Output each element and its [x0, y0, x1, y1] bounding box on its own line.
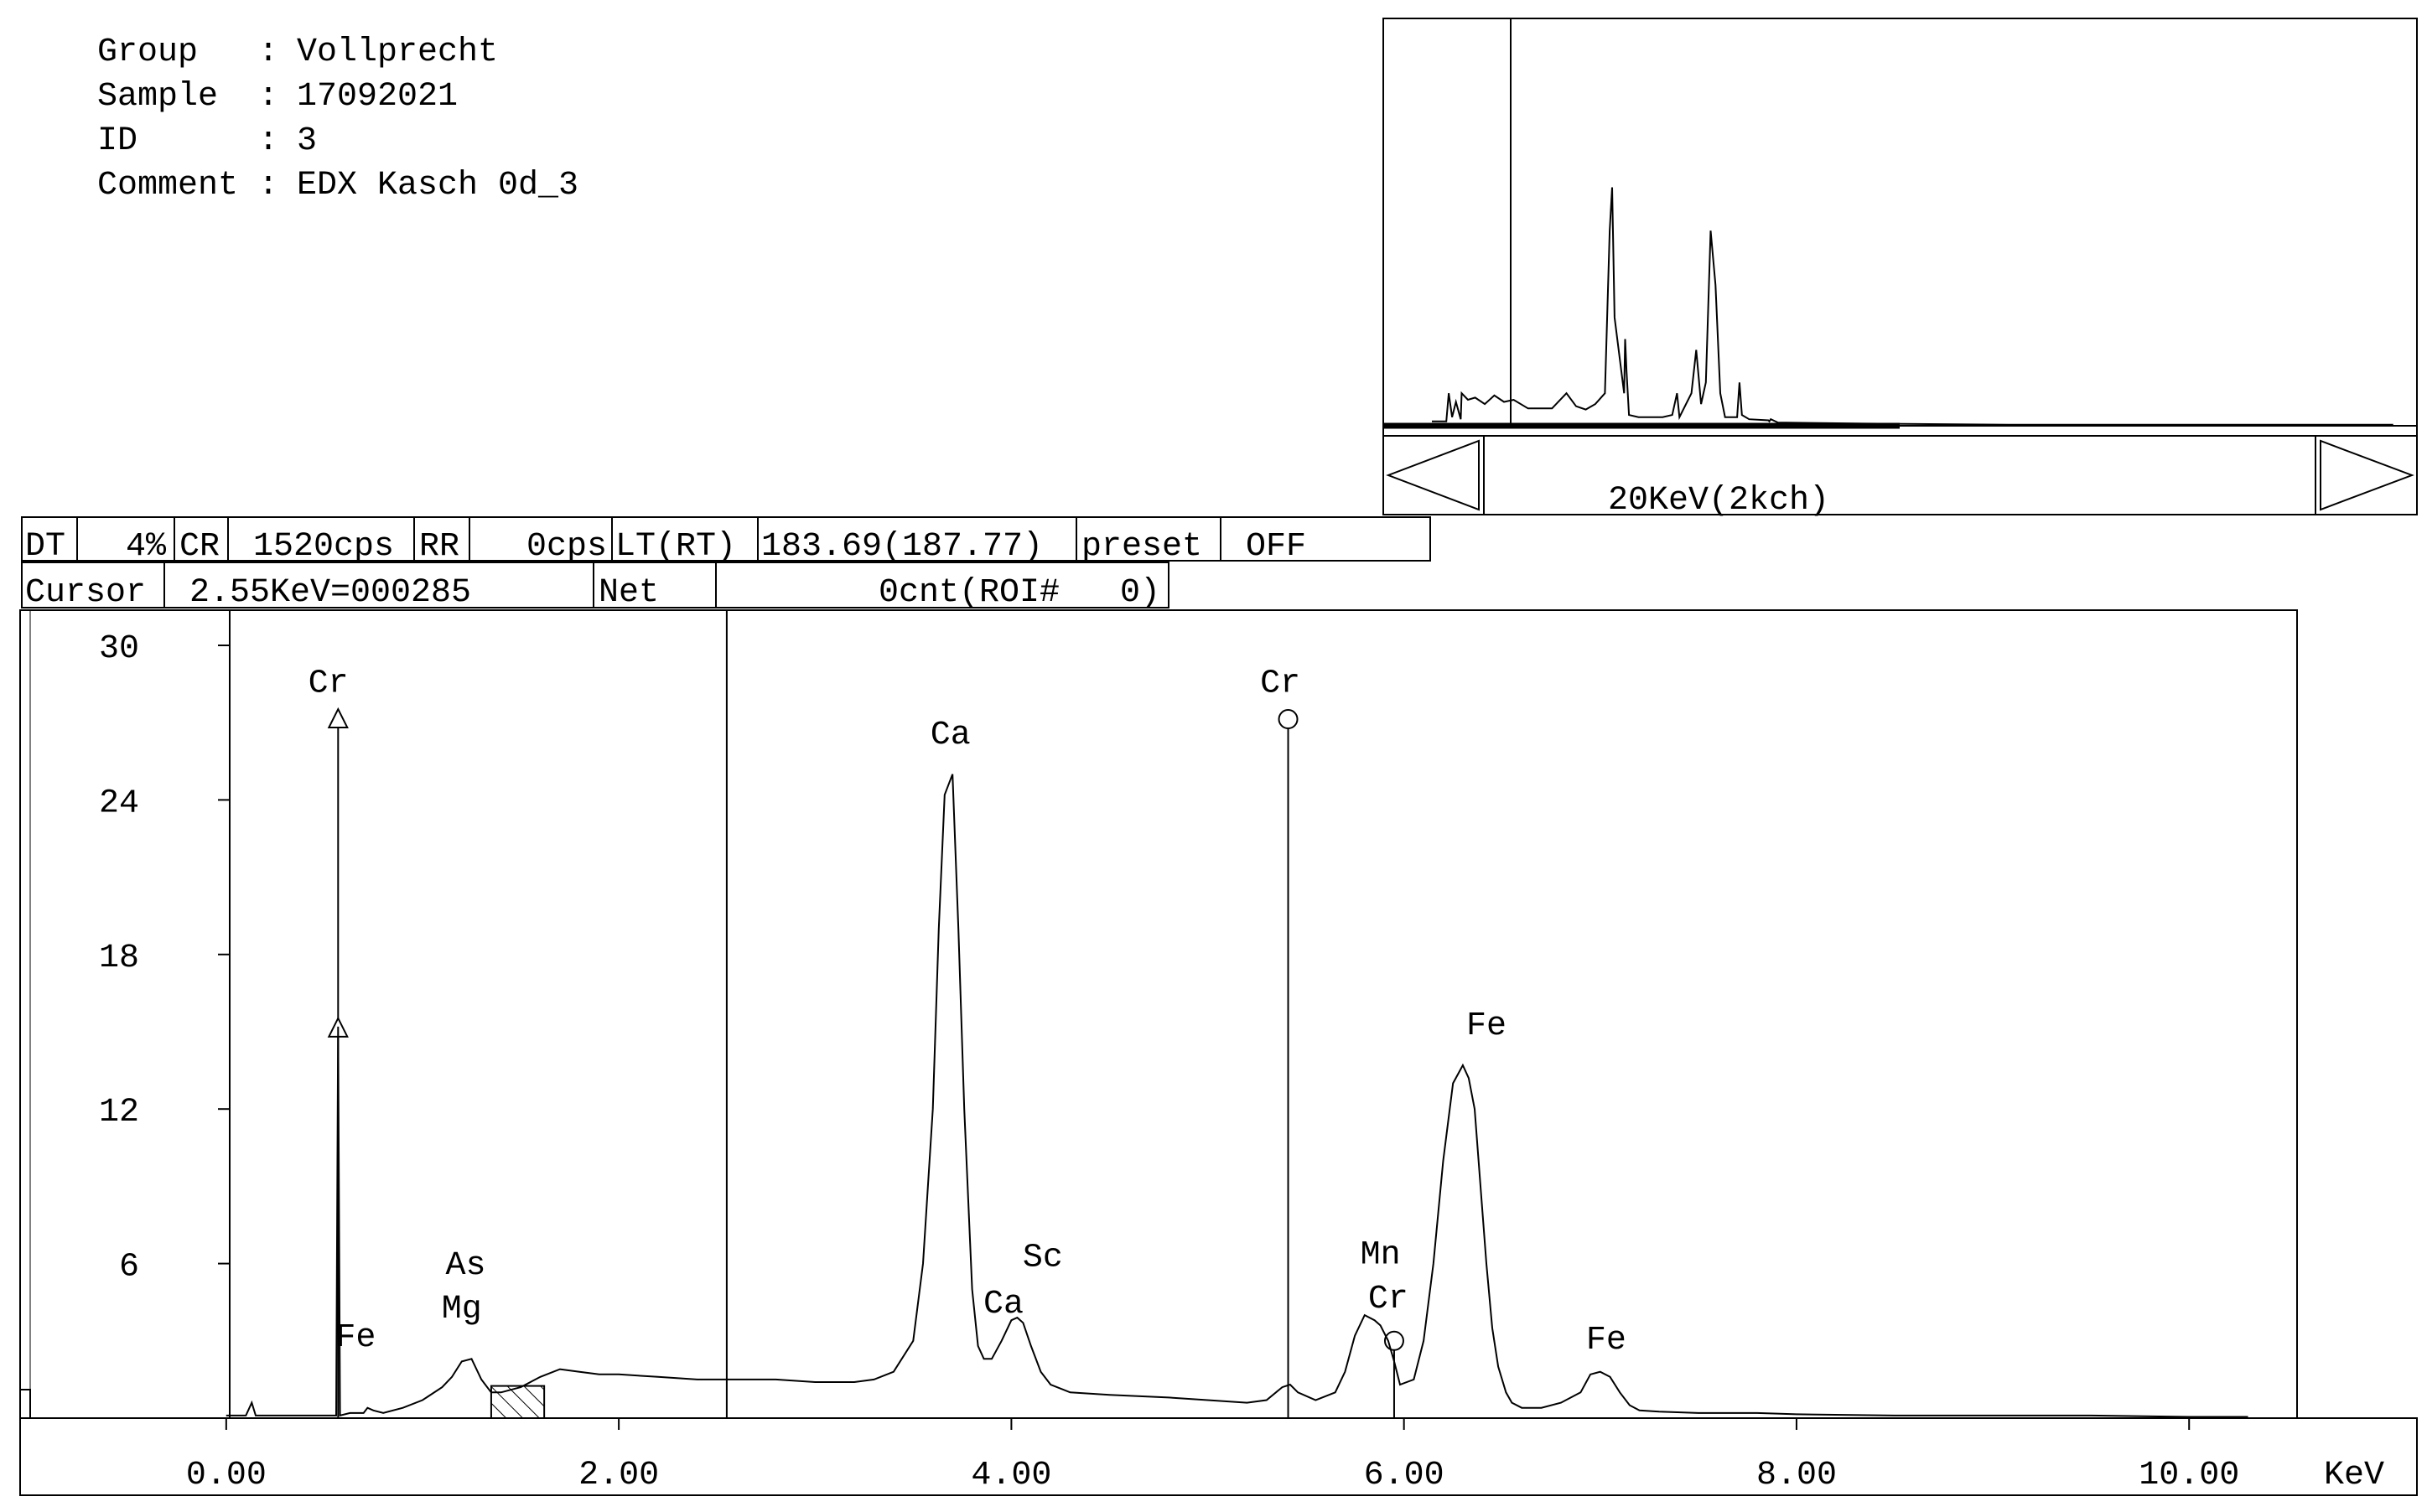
- peak-label-cr: Cr: [1368, 1281, 1408, 1318]
- peak-label-mn: Mn: [1361, 1237, 1401, 1275]
- overview-panel: 20KeV(2kch): [1382, 18, 2418, 520]
- circle-marker-icon: [1278, 709, 1299, 730]
- x-axis-unit-label: KeV: [2324, 1457, 2384, 1494]
- x-axis-panel: 0.00 2.00 4.00 6.00 8.00 10.00 KeV: [19, 1417, 2418, 1496]
- overview-spectrum-line: [1432, 187, 2393, 426]
- overview-scroll-right-button[interactable]: [2315, 435, 2418, 515]
- overview-scroll-left-button[interactable]: [1382, 435, 1485, 515]
- y-axis-ticks: 6 12 18 24 30: [99, 630, 230, 1287]
- cr-value: 1520cps: [253, 528, 394, 566]
- scale-indicator: [19, 1389, 31, 1419]
- arrow-right-icon: [2320, 439, 2414, 511]
- x-tick-label: 0.00: [186, 1457, 267, 1494]
- rr-label: RR: [419, 528, 459, 566]
- sample-info: Group : Vollprecht Sample : 17092021 ID …: [97, 34, 578, 205]
- dt-label: DT: [25, 528, 65, 566]
- lt-value: 183.69(187.77): [761, 528, 1043, 566]
- info-sep-group: :: [258, 34, 278, 71]
- peak-label-fe: Fe: [1466, 1007, 1507, 1045]
- peak-labels: Cr Fe As Mg Ca Sc Ca Cr Mn Cr Fe Fe: [309, 665, 1626, 1359]
- spectrum-plot: 6 12 18 24 30 Cr Fe As Mg Ca Sc Ca Cr Mn Cr Fe Fe: [19, 609, 2298, 1420]
- net-value: 0cnt(ROI# 0): [879, 574, 1160, 612]
- cr-label: CR: [179, 528, 220, 566]
- overview-frame: [1382, 18, 2418, 515]
- info-value-group: Vollprecht: [297, 34, 498, 71]
- cursor-bar: Cursor 2.55KeV=000285 Net 0cnt(ROI# 0): [21, 562, 1169, 612]
- y-tick-label: 6: [119, 1249, 139, 1287]
- x-axis-ticks: 0.00 2.00 4.00 6.00 8.00 10.00: [186, 1418, 2239, 1494]
- arrow-left-icon: [1386, 439, 1480, 511]
- peak-label-mg: Mg: [442, 1291, 482, 1328]
- peak-label-sc: Sc: [1023, 1240, 1063, 1277]
- y-tick-label: 30: [99, 630, 139, 668]
- peak-label-as: As: [445, 1247, 485, 1285]
- y-tick-label: 18: [99, 940, 139, 977]
- peak-label-cr: Cr: [309, 665, 349, 702]
- triangle-marker-icon: [327, 707, 349, 729]
- peak-label-ca: Ca: [931, 717, 971, 754]
- cursor-value: 2.55KeV=000285: [189, 574, 471, 612]
- info-key-comment: Comment: [97, 167, 238, 205]
- status-bar: DT 4% CR 1520cps RR 0cps LT(RT) 183.69(1…: [21, 516, 1431, 566]
- plot-area[interactable]: [19, 609, 2298, 1419]
- peak-label-fe: Fe: [1586, 1322, 1626, 1359]
- y-tick-label: 24: [99, 784, 139, 822]
- element-markers: [327, 707, 1404, 1418]
- info-sep-comment: :: [258, 167, 278, 205]
- spectrum-line: [226, 774, 2248, 1418]
- preset-value: OFF: [1246, 528, 1306, 566]
- x-tick-label: 10.00: [2139, 1457, 2239, 1494]
- net-label: Net: [599, 574, 659, 612]
- x-tick-label: 4.00: [971, 1457, 1051, 1494]
- rr-value: 0cps: [526, 528, 607, 566]
- preset-label: preset: [1081, 528, 1202, 566]
- lt-label: LT(RT): [615, 528, 736, 566]
- cursor-label: Cursor: [25, 574, 146, 612]
- info-key-group: Group: [97, 34, 238, 71]
- x-tick-label: 8.00: [1756, 1457, 1837, 1494]
- info-sep-sample: :: [258, 78, 278, 116]
- info-value-id: 3: [297, 122, 317, 160]
- peak-label-fe: Fe: [335, 1319, 376, 1357]
- info-key-id: ID: [97, 122, 238, 160]
- roi-hatch: [490, 1385, 546, 1420]
- info-sep-id: :: [258, 122, 278, 160]
- peak-label-cr: Cr: [1260, 665, 1300, 702]
- x-tick-label: 2.00: [578, 1457, 659, 1494]
- peak-label-ca: Ca: [983, 1286, 1024, 1323]
- x-tick-label: 6.00: [1364, 1457, 1444, 1494]
- overview-range-label: 20KeV(2kch): [1608, 482, 1829, 520]
- y-tick-label: 12: [99, 1094, 139, 1131]
- info-value-sample: 17092021: [297, 78, 458, 116]
- info-key-sample: Sample: [97, 78, 238, 116]
- dt-value: 4%: [126, 528, 167, 566]
- info-value-comment: EDX Kasch 0d_3: [297, 167, 578, 205]
